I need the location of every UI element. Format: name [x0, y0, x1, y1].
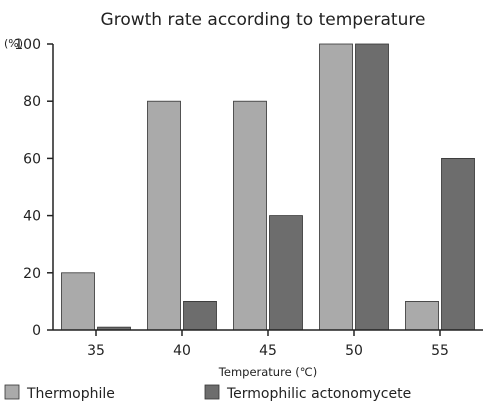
y-tick-label: 0 — [32, 323, 41, 339]
bar-termophilic-actonomycete-45 — [269, 215, 303, 331]
legend-label-termophilic-actonomycete: Termophilic actonomycete — [226, 386, 411, 402]
y-tick-label: 40 — [23, 209, 41, 225]
y-tick-label: 20 — [23, 266, 41, 282]
bar-termophilic-actonomycete-50 — [355, 43, 389, 331]
bar-thermophile-55 — [405, 300, 439, 331]
y-tick-label: 60 — [23, 151, 41, 167]
x-tick-label: 40 — [173, 343, 191, 359]
bar-thermophile-40 — [147, 100, 181, 331]
y-axis: 0 20 40 60 80 100 — [14, 37, 53, 339]
bar-termophilic-actonomycete-55 — [441, 157, 475, 331]
bar-termophilic-actonomycete-40 — [183, 300, 217, 331]
x-axis: 35 40 45 50 55 — [87, 330, 449, 359]
x-tick-label: 55 — [431, 343, 449, 359]
y-tick-label: 80 — [23, 94, 41, 110]
bars — [61, 43, 475, 331]
y-tick-label: 100 — [14, 37, 41, 53]
legend-swatch-termophilic-actonomycete — [204, 384, 220, 400]
chart-title: Growth rate according to temperature — [101, 10, 426, 30]
x-tick-label: 45 — [259, 343, 277, 359]
bar-thermophile-45 — [233, 100, 267, 331]
bar-thermophile-50 — [319, 43, 353, 331]
x-tick-label: 35 — [87, 343, 105, 359]
y-unit-label: (%) — [4, 37, 23, 50]
legend: Thermophile Termophilic actonomycete — [4, 384, 411, 402]
legend-swatch-thermophile — [4, 384, 20, 400]
x-axis-label: Temperature (℃) — [218, 365, 317, 379]
x-tick-label: 50 — [345, 343, 363, 359]
legend-label-thermophile: Thermophile — [26, 386, 115, 402]
bar-thermophile-35 — [61, 272, 95, 331]
